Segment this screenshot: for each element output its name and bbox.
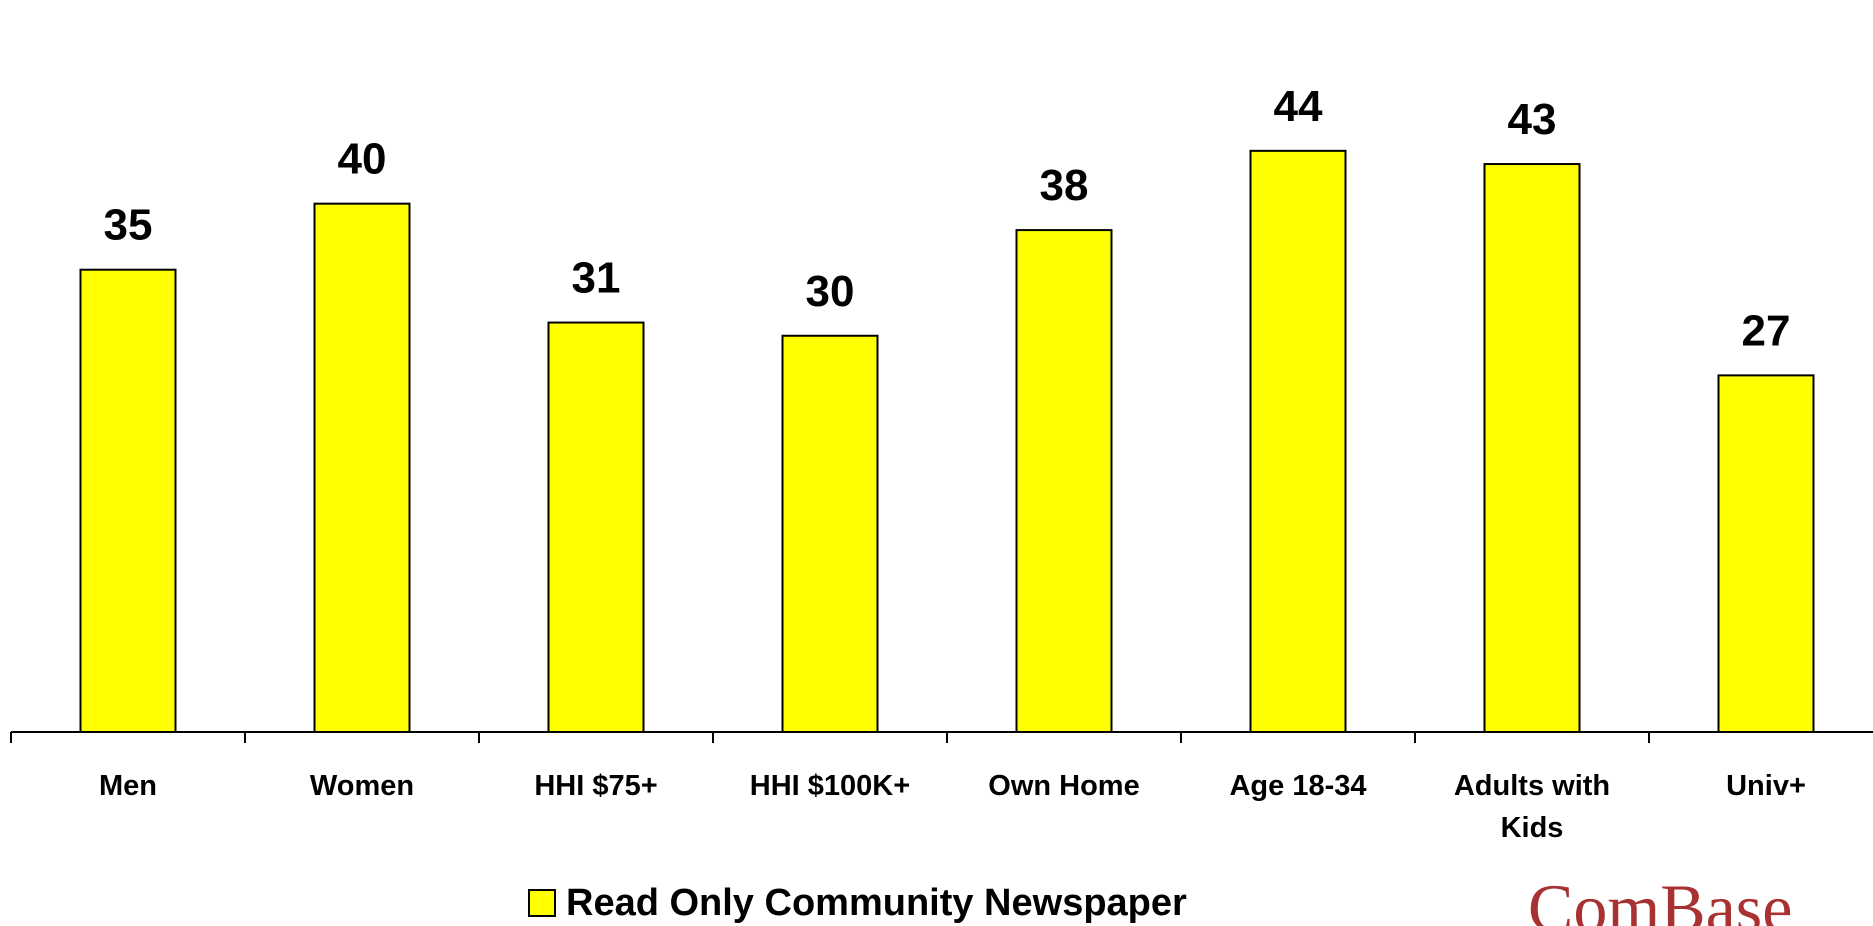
legend: Read Only Community Newspaper bbox=[528, 880, 1187, 926]
category-label: Adults with Kids bbox=[1454, 770, 1610, 844]
value-label: 30 bbox=[806, 267, 855, 316]
category-label: Women bbox=[310, 770, 414, 802]
bar-men bbox=[79, 268, 177, 733]
bar-own-home bbox=[1015, 229, 1113, 733]
category-label: Univ+ bbox=[1726, 770, 1806, 802]
value-label: 43 bbox=[1508, 95, 1557, 144]
value-label: 40 bbox=[338, 135, 387, 184]
bar-chart: 35 40 31 30 38 44 43 27 Men Women HHI $75+ HHI $10… bbox=[10, 82, 1873, 844]
value-labels-group: 35 40 31 30 38 44 43 27 bbox=[104, 82, 1791, 356]
bar-adults-with-kids bbox=[1483, 163, 1581, 733]
bar-hhi-100k- bbox=[781, 334, 879, 733]
bar-women bbox=[313, 202, 411, 733]
x-axis bbox=[10, 731, 1873, 743]
category-labels-group: Men Women HHI $75+ HHI $100K+ Own Home Age 18… bbox=[99, 770, 1806, 844]
bar-hhi-75- bbox=[547, 321, 645, 733]
value-label: 35 bbox=[104, 201, 153, 250]
category-label: HHI $100K+ bbox=[750, 770, 910, 802]
value-label: 27 bbox=[1742, 306, 1791, 355]
bars-group bbox=[79, 149, 1815, 734]
bar-age-18-34 bbox=[1249, 149, 1347, 734]
category-label: HHI $75+ bbox=[534, 770, 657, 802]
category-label: Age 18-34 bbox=[1229, 770, 1366, 802]
bar-univ- bbox=[1717, 374, 1815, 733]
value-label: 44 bbox=[1274, 82, 1323, 131]
legend-swatch bbox=[528, 889, 556, 917]
combase-logo: ComBase bbox=[1528, 880, 1873, 926]
category-label: Own Home bbox=[988, 770, 1139, 802]
category-label: Men bbox=[99, 770, 157, 802]
logo-text: ComBase bbox=[1528, 880, 1793, 926]
value-label: 31 bbox=[572, 254, 621, 303]
value-label: 38 bbox=[1040, 161, 1089, 210]
legend-label: Read Only Community Newspaper bbox=[566, 881, 1187, 924]
